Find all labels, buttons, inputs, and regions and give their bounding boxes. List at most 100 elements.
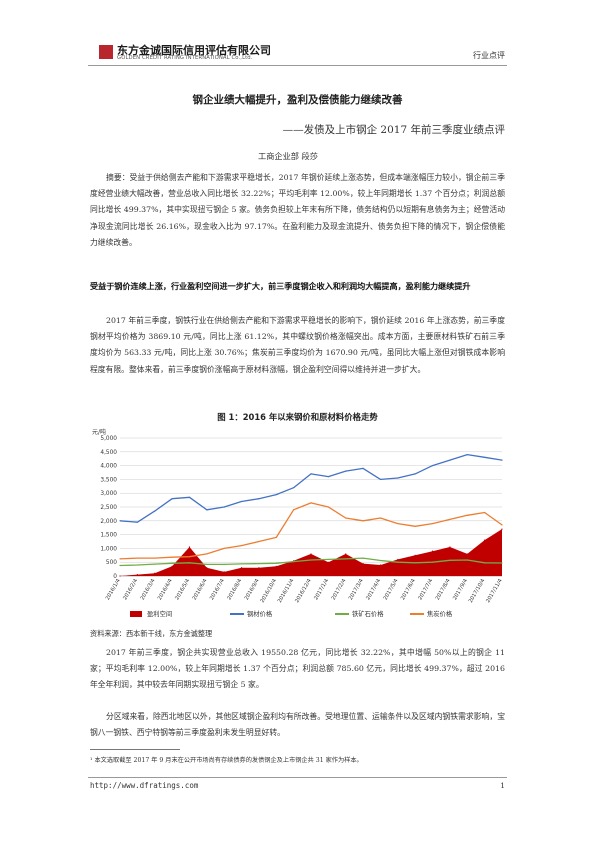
series-铁矿石价格-point — [258, 562, 260, 565]
x-tick-label: 2017/1/4 — [313, 577, 330, 601]
series-钢材价格-point — [119, 520, 121, 522]
series-铁矿石价格-point — [449, 559, 451, 561]
y-tick-label: 3,000 — [100, 491, 117, 497]
legend-label: 盈利空间 — [147, 609, 172, 618]
series-铁矿石价格-point — [275, 562, 277, 564]
series-钢材价格-point — [345, 470, 347, 472]
x-tick-label: 2016/2/4 — [122, 577, 139, 601]
series-焦炭价格-point — [345, 517, 347, 519]
series-盈利空间-point — [327, 561, 329, 563]
series-焦炭价格-point — [258, 540, 260, 543]
series-焦炭价格-point — [310, 502, 312, 504]
company-logo-mark — [99, 45, 113, 59]
series-焦炭价格-point — [275, 536, 277, 538]
series-盈利空间-point — [484, 539, 486, 541]
series-盈利空间-point — [310, 553, 312, 555]
series-钢材价格-point — [449, 459, 451, 461]
x-tick-label: 2017/2/4 — [331, 577, 348, 601]
series-盈利空间-point — [188, 546, 191, 548]
series-钢材价格-point — [258, 498, 260, 500]
body-paragraph-3: 分区域来看，除西北地区以外，其他区域钢企盈利均有所改善。受地理位置、运输条件以及… — [90, 712, 505, 738]
series-盈利空间-point — [345, 553, 347, 555]
series-钢材价格-point — [154, 510, 156, 512]
series-焦炭价格-point — [449, 518, 451, 521]
series-盈利空间-point — [206, 567, 208, 569]
page-number: 1 — [500, 781, 505, 790]
x-tick-label: 2017/11/4 — [485, 577, 504, 604]
series-焦炭价格-point — [379, 517, 382, 519]
series-铁矿石价格-point — [136, 564, 138, 566]
x-tick-label: 2017/9/4 — [452, 577, 469, 601]
series-钢材价格-point — [223, 506, 225, 508]
series-盈利空间-point — [414, 554, 416, 556]
series-盈利空间-point — [449, 546, 451, 548]
series-盈利空间-point — [431, 550, 434, 552]
series-焦炭价格-point — [171, 556, 173, 558]
series-焦炭价格-point — [188, 556, 191, 558]
figure-source: 资料来源：西本新干线，东方金诚整理 — [90, 629, 213, 638]
series-铁矿石价格-point — [206, 563, 208, 566]
series-盈利空间-point — [240, 567, 243, 569]
x-tick-label: 2016/7/4 — [209, 577, 226, 601]
series-盈利空间-point — [171, 565, 173, 567]
series-焦炭价格-point — [223, 547, 225, 549]
series-盈利空间-point — [362, 562, 364, 565]
x-tick-label: 2017/6/4 — [400, 577, 417, 601]
series-钢材价格-point — [136, 521, 138, 523]
series-盈利空间-point — [501, 528, 503, 530]
series-钢材价格-point — [188, 496, 191, 498]
series-铁矿石价格-point — [345, 558, 347, 560]
y-tick-label: 0 — [113, 574, 117, 580]
series-铁矿石价格-point — [362, 557, 364, 559]
author-line: 工商企业部 段莎 — [258, 151, 318, 161]
y-tick-label: 4,000 — [100, 464, 117, 470]
x-tick-label: 2016/11/4 — [277, 577, 296, 604]
series-盈利空间-point — [397, 558, 399, 561]
header-divider — [88, 65, 507, 66]
report-subtitle: ——发债及上市钢企 2017 年前三季度业绩点评 — [282, 124, 505, 136]
x-tick-label: 2016/1/4 — [105, 577, 122, 601]
series-钢材价格-point — [379, 478, 382, 480]
x-tick-label: 2017/10/4 — [468, 577, 487, 604]
series-钢材价格-point — [171, 498, 173, 500]
series-钢材价格-point — [206, 509, 208, 511]
doc-category: 行业点评 — [473, 51, 505, 60]
x-tick-label: 2017/7/4 — [417, 577, 434, 601]
series-钢材价格-point — [466, 453, 468, 456]
series-钢材价格-line — [119, 453, 503, 523]
series-铁矿石价格-point — [240, 563, 243, 565]
legend-label: 焦炭价格 — [427, 609, 453, 618]
series-焦炭价格-point — [431, 522, 434, 525]
y-tick-label: 2,000 — [100, 519, 117, 525]
series-铁矿石价格-point — [484, 562, 486, 564]
x-tick-label: 2016/9/4 — [244, 577, 261, 601]
body-paragraph-2: 2017 年前三季度，钢企共实现营业总收入 19550.28 亿元，同比增长 3… — [90, 648, 505, 690]
series-焦炭价格-point — [293, 509, 295, 511]
series-铁矿石价格-point — [414, 562, 416, 564]
x-tick-label: 2016/12/4 — [294, 577, 313, 604]
legend-label: 铁矿石价格 — [352, 609, 384, 618]
y-tick-label: 500 — [106, 560, 117, 566]
series-盈利空间-area — [120, 529, 502, 576]
series-铁矿石价格-point — [431, 561, 434, 563]
footer-url[interactable]: http://www.dfratings.com — [90, 781, 199, 790]
x-tick-label: 2016/4/4 — [157, 577, 174, 601]
series-焦炭价格-point — [327, 506, 329, 508]
series-钢材价格-point — [240, 500, 243, 503]
footnote: ¹ 本文选取截至 2017 年 9 月末在公开市场尚有存续债券的发债钢企及上市钢… — [90, 757, 363, 764]
series-钢材价格-point — [327, 476, 329, 478]
series-铁矿石价格-point — [171, 562, 173, 564]
company-name-en: GOLDEN CREDIT RATING INTERNATIONAL Co.,L… — [117, 55, 253, 61]
footnote-divider — [90, 749, 180, 750]
y-tick-label: 1,000 — [100, 546, 117, 552]
series-盈利空间-point — [258, 567, 260, 569]
legend-label: 钢材价格 — [247, 609, 273, 618]
series-焦炭价格-point — [119, 558, 121, 560]
series-铁矿石价格-point — [379, 559, 382, 562]
x-tick-label: 2016/10/4 — [260, 577, 279, 604]
series-焦炭价格-point — [414, 525, 416, 527]
y-tick-label: 2,500 — [100, 505, 117, 511]
series-铁矿石价格-point — [188, 562, 191, 564]
y-tick-label: 3,500 — [100, 477, 117, 483]
series-铁矿石价格-point — [501, 562, 503, 564]
